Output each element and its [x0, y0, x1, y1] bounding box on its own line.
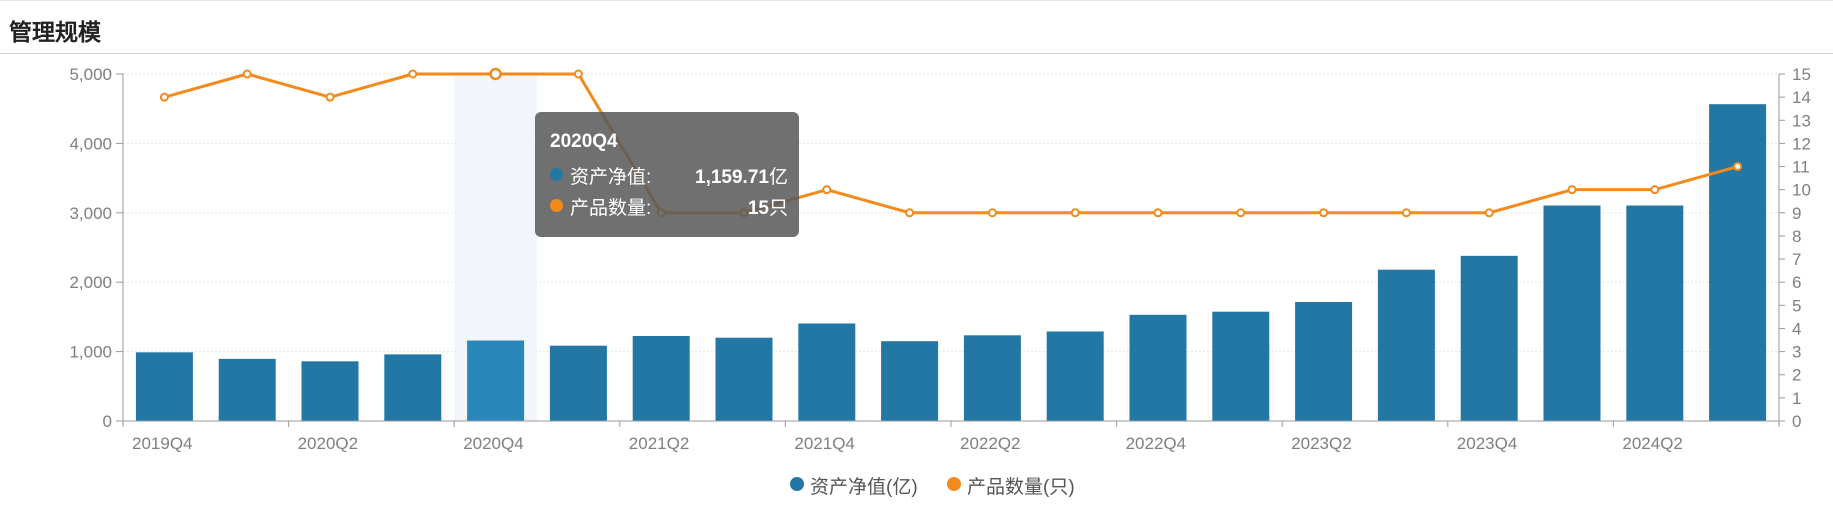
bar [632, 335, 690, 421]
y-right-tick-label: 15 [1792, 65, 1811, 84]
legend-label-net-assets: 资产净值(亿) [810, 477, 918, 498]
line-point [1401, 208, 1411, 218]
line-point [408, 69, 418, 79]
bar [467, 340, 525, 421]
line-point [1567, 185, 1577, 195]
legend-marker-net-assets [790, 477, 804, 491]
line-point [905, 208, 915, 218]
y-right-tick-label: 4 [1792, 319, 1801, 338]
bar [1046, 331, 1104, 421]
x-tick-label: 2020Q4 [463, 434, 524, 453]
y-right-tick-label: 9 [1792, 204, 1801, 223]
y-right-tick-label: 7 [1792, 250, 1801, 269]
bar [384, 354, 442, 421]
x-tick-label: 2022Q2 [960, 434, 1021, 453]
bar [218, 358, 276, 421]
y-left-tick-label: 5,000 [69, 65, 112, 84]
line-point [822, 185, 832, 195]
line-point [573, 69, 583, 79]
y-right-tick-label: 10 [1792, 181, 1811, 200]
x-tick-label: 2021Q4 [794, 434, 855, 453]
tooltip-row-net-assets: 资产净值: 1,159.71亿 [550, 162, 790, 188]
y-left-tick-label: 3,000 [69, 204, 112, 223]
x-tick-label: 2021Q2 [629, 434, 690, 453]
x-tick-label: 2024Q2 [1622, 434, 1683, 453]
x-tick-label: 2022Q4 [1126, 434, 1187, 453]
page-title: 管理规模 [9, 19, 101, 45]
y-right-tick-label: 1 [1792, 389, 1801, 408]
line-point [1236, 208, 1246, 218]
title-bar: 管理规模 [0, 0, 1833, 54]
line-point [1484, 208, 1494, 218]
y-left-tick-label: 4,000 [69, 134, 112, 153]
line-point [159, 92, 169, 102]
x-tick-label: 2023Q4 [1457, 434, 1518, 453]
y-right-tick-label: 11 [1792, 158, 1810, 177]
bar-series [135, 104, 1767, 422]
bar [798, 323, 856, 421]
tooltip-title: 2020Q4 [550, 131, 618, 152]
tooltip-dot-product-count [550, 199, 563, 212]
line-point [1319, 208, 1329, 218]
bar [1626, 205, 1684, 421]
legend-label-product-count: 产品数量(只) [967, 477, 1075, 498]
tooltip: 2020Q4 资产净值: 1,159.71亿 产品数量: 15只 [535, 112, 799, 237]
x-tick-label: 2019Q4 [132, 434, 193, 453]
line-point [489, 67, 502, 81]
y-right-tick-label: 14 [1792, 88, 1811, 107]
line-point [1650, 185, 1660, 195]
bar [1460, 255, 1518, 421]
tooltip-dot-net-assets [550, 168, 563, 181]
bar [1377, 269, 1435, 421]
bar [135, 352, 193, 421]
tooltip-row-product-count: 产品数量: 15只 [550, 193, 790, 219]
legend: 资产净值(亿) 产品数量(只) [0, 470, 1833, 500]
line-point [325, 92, 335, 102]
y-right-tick-label: 13 [1792, 111, 1811, 130]
y-right-tick-label: 2 [1792, 366, 1801, 385]
y-left-tick-label: 2,000 [69, 273, 112, 292]
x-tick-label: 2020Q2 [298, 434, 359, 453]
bar [1709, 104, 1767, 422]
y-left-tick-label: 1,000 [69, 343, 112, 362]
bar [963, 335, 1021, 421]
legend-marker-product-count [947, 477, 961, 491]
line-point [1070, 208, 1080, 218]
y-right-tick-label: 12 [1792, 134, 1811, 153]
line-point [987, 208, 997, 218]
line-point [242, 69, 252, 79]
axes: 01,0002,0003,0004,0005,00001234567891011… [69, 65, 1810, 453]
line-path [163, 72, 1739, 215]
line-series [159, 67, 1743, 218]
bar [881, 341, 939, 421]
bar [1212, 311, 1270, 421]
line-point [1153, 208, 1163, 218]
bar [549, 345, 607, 421]
bar [1295, 301, 1353, 421]
y-right-tick-label: 5 [1792, 296, 1801, 315]
y-right-tick-label: 0 [1792, 412, 1801, 431]
line-point [1733, 162, 1743, 172]
y-right-tick-label: 6 [1792, 273, 1801, 292]
bar [715, 337, 773, 421]
bar [301, 361, 359, 421]
bar [1129, 314, 1187, 421]
tooltip-value-product-count: 15只 [747, 198, 788, 219]
y-right-tick-label: 8 [1792, 227, 1801, 246]
x-tick-label: 2023Q2 [1291, 434, 1352, 453]
y-right-tick-label: 3 [1792, 343, 1801, 362]
bar [1543, 205, 1601, 421]
tooltip-label-product-count: 产品数量: [570, 198, 652, 219]
tooltip-label-net-assets: 资产净值: [570, 167, 652, 188]
tooltip-value-net-assets: 1,159.71亿 [695, 167, 788, 188]
y-left-tick-label: 0 [103, 412, 112, 431]
